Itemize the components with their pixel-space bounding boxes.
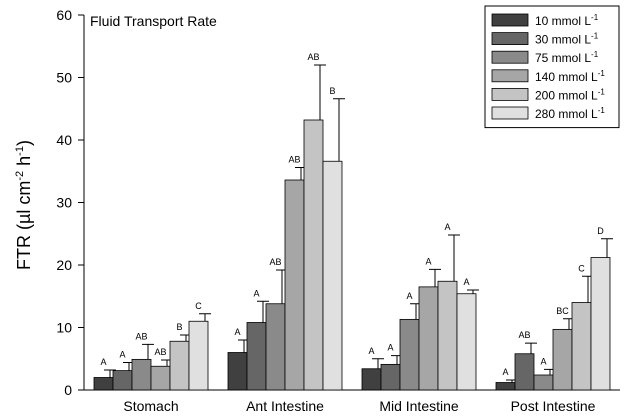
svg-text:FTR (µl cm-2 h-1): FTR (µl cm-2 h-1) xyxy=(14,140,34,270)
significance-letter: C xyxy=(578,263,585,273)
y-tick-label: 40 xyxy=(56,132,72,148)
legend-label-base: 30 mmol L xyxy=(535,33,591,47)
significance-letter: AB xyxy=(135,331,147,341)
legend-label-exp: -1 xyxy=(591,32,599,41)
legend-label-exp: -1 xyxy=(598,106,606,115)
significance-letter: A xyxy=(463,277,469,287)
bar xyxy=(590,257,611,391)
legend-swatch xyxy=(491,106,529,120)
bar xyxy=(380,363,401,391)
y-tick-label: 50 xyxy=(56,70,72,86)
legend-label-exp: -1 xyxy=(591,50,599,59)
y-tick-label: 60 xyxy=(56,7,72,23)
significance-letter: A xyxy=(100,357,106,367)
bar xyxy=(169,340,190,391)
significance-letter: A xyxy=(368,346,374,356)
x-category-label: Stomach xyxy=(123,398,178,414)
bar xyxy=(361,368,382,391)
significance-letter: A xyxy=(425,256,431,266)
significance-letter: A xyxy=(387,343,393,353)
bar xyxy=(495,382,516,391)
x-category-label: Mid Intestine xyxy=(379,398,459,414)
significance-letter: D xyxy=(597,226,604,236)
legend-label-base: 280 mmol L xyxy=(535,107,598,121)
legend-swatch xyxy=(491,13,529,27)
x-category-label: Ant Intestine xyxy=(246,398,324,414)
chart-title: Fluid Transport Rate xyxy=(90,13,217,29)
significance-letter: AB xyxy=(307,52,319,62)
significance-letter: B xyxy=(329,86,335,96)
y-tick-label: 0 xyxy=(64,382,72,398)
legend-label-exp: -1 xyxy=(598,69,606,78)
bar xyxy=(131,358,152,391)
bar xyxy=(188,320,209,391)
significance-letter: A xyxy=(406,291,412,301)
significance-letter: A xyxy=(444,222,450,232)
bar xyxy=(227,352,248,391)
bar xyxy=(552,328,573,391)
bar xyxy=(418,286,439,391)
x-category-label: Post Intestine xyxy=(511,398,596,414)
y-axis-title-exp2: -1 xyxy=(14,146,26,156)
significance-letter: A xyxy=(253,288,259,298)
legend-label-base: 140 mmol L xyxy=(535,70,598,84)
bar xyxy=(150,365,171,391)
bar xyxy=(571,302,592,391)
y-tick-label: 10 xyxy=(56,320,72,336)
significance-letter: A xyxy=(502,367,508,377)
bar xyxy=(456,293,477,391)
legend-label-base: 200 mmol L xyxy=(535,88,598,102)
y-axis-title-exp1: -2 xyxy=(14,171,26,181)
legend-label: 75 mmol L-1 xyxy=(535,50,599,65)
legend-label-base: 75 mmol L xyxy=(535,51,591,65)
legend-label-exp: -1 xyxy=(591,13,599,22)
bar xyxy=(399,318,420,391)
y-axis-title-mid: h xyxy=(14,156,34,171)
legend-label: 10 mmol L-1 xyxy=(535,13,599,28)
legend-label: 200 mmol L-1 xyxy=(535,87,605,102)
significance-letter: AB xyxy=(288,155,300,165)
significance-letter: AB xyxy=(154,347,166,357)
significance-letter: B xyxy=(176,322,182,332)
legend-swatch xyxy=(491,50,529,64)
y-axis-title-base: FTR (µl cm xyxy=(14,181,34,270)
y-tick-label: 20 xyxy=(56,257,72,273)
significance-letter: A xyxy=(234,327,240,337)
bar xyxy=(112,370,133,391)
legend-swatch xyxy=(491,69,529,83)
significance-letter: A xyxy=(119,350,125,360)
y-axis-title-end: ) xyxy=(14,140,34,146)
bar xyxy=(284,179,305,391)
significance-letter: A xyxy=(540,356,546,366)
bar xyxy=(514,353,535,391)
legend-label: 30 mmol L-1 xyxy=(535,32,599,47)
bar xyxy=(246,322,267,391)
significance-letter: BC xyxy=(556,306,569,316)
legend-label: 140 mmol L-1 xyxy=(535,69,605,84)
legend-swatch xyxy=(491,32,529,45)
bar xyxy=(322,160,343,391)
legend-label-base: 10 mmol L xyxy=(535,14,591,28)
bar xyxy=(265,303,286,391)
significance-letter: C xyxy=(195,301,202,311)
significance-letter: AB xyxy=(269,257,281,267)
bar xyxy=(93,377,114,391)
bar xyxy=(437,280,458,391)
y-tick-label: 30 xyxy=(56,195,72,211)
y-axis-title: FTR (µl cm-2 h-1) xyxy=(14,140,34,270)
legend-swatch xyxy=(491,88,529,101)
legend-label-exp: -1 xyxy=(598,87,606,96)
bar xyxy=(533,374,554,391)
bar xyxy=(303,119,324,391)
legend-label: 280 mmol L-1 xyxy=(535,106,605,121)
significance-letter: AB xyxy=(518,330,530,340)
